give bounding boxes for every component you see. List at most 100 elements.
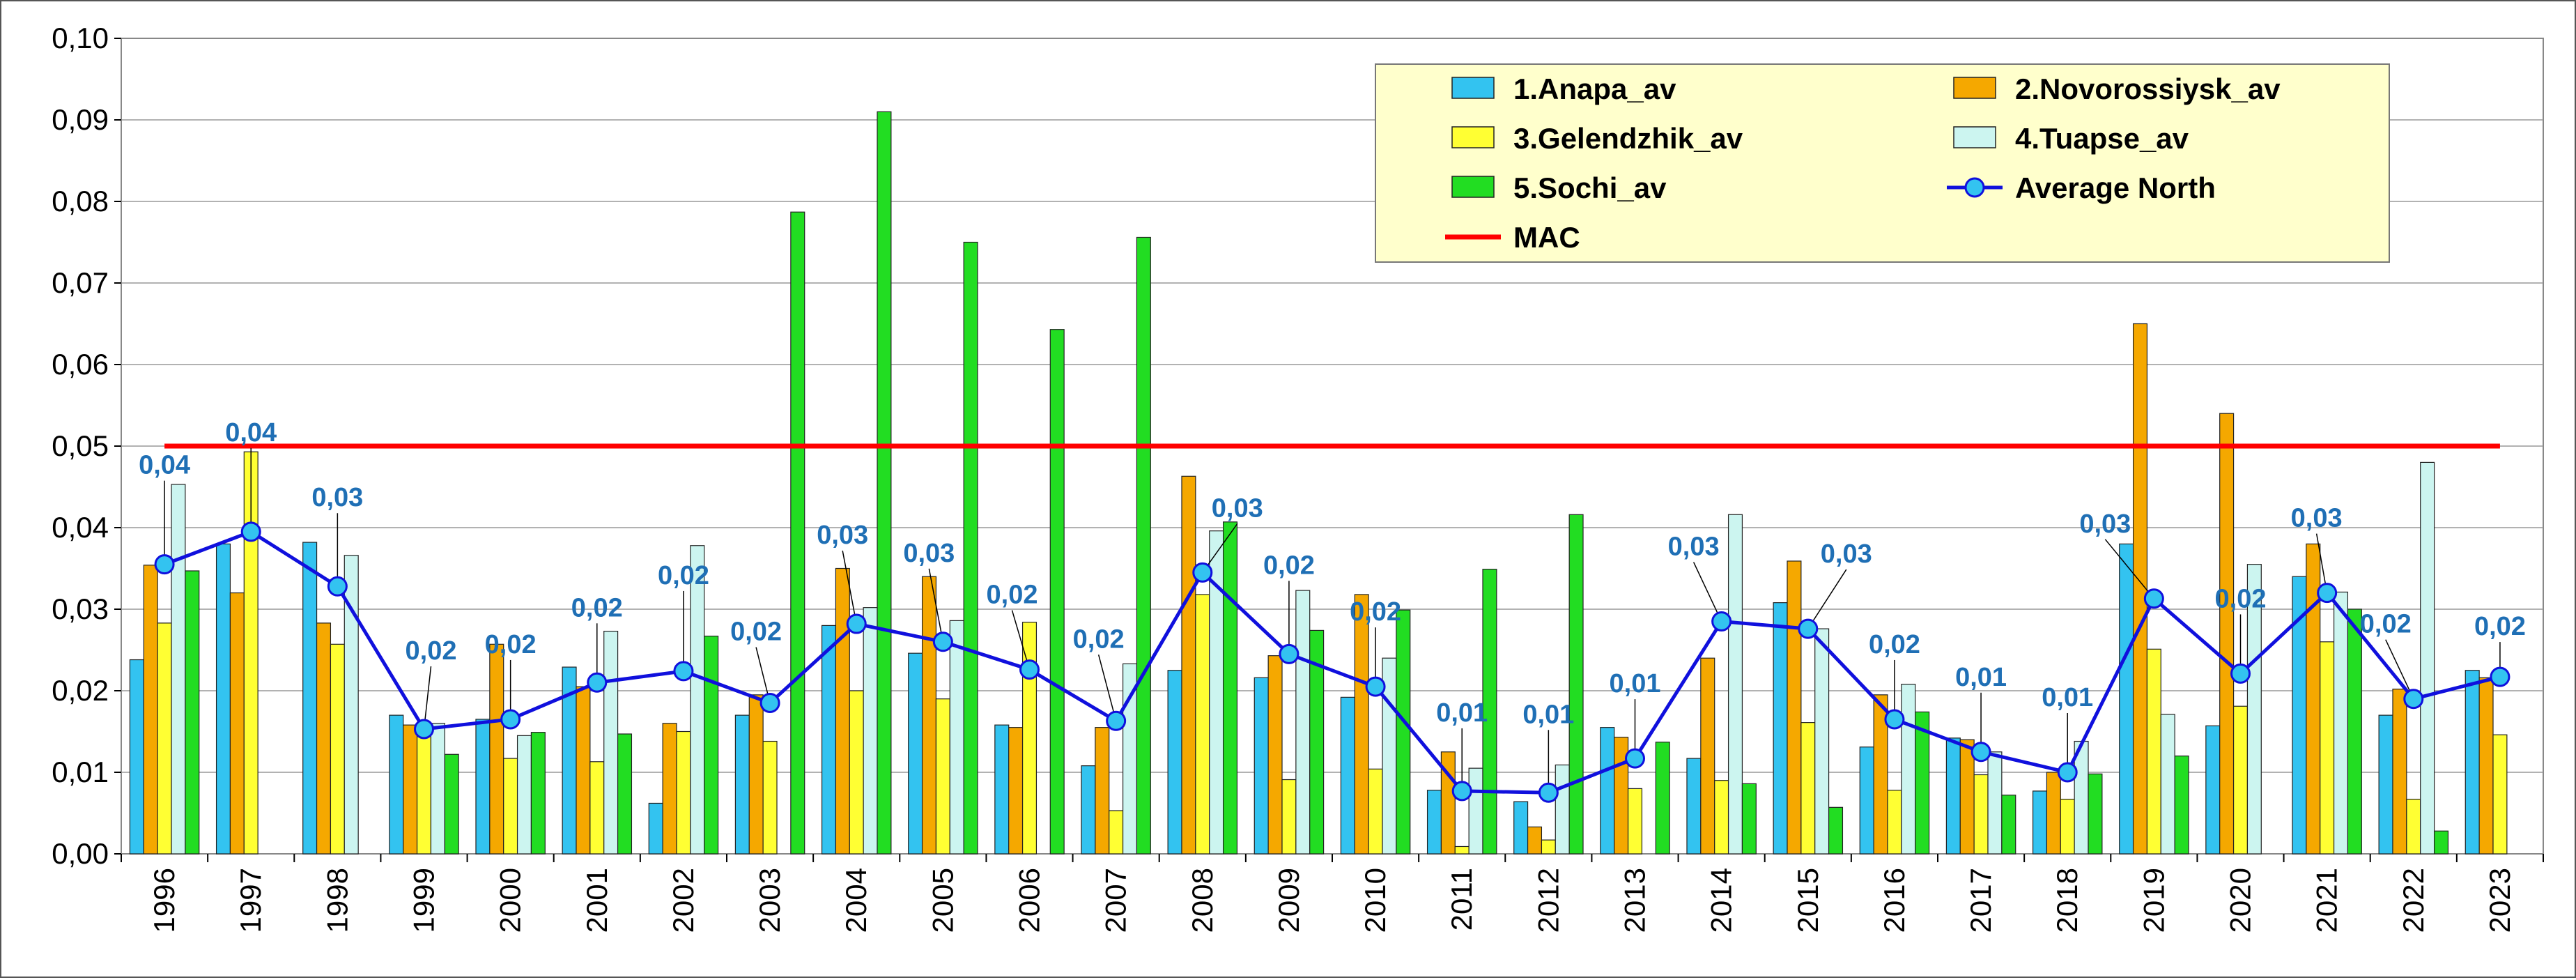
bar — [229, 592, 245, 855]
x-tick-label: 2009 — [1272, 868, 1305, 933]
bar — [1873, 694, 1888, 855]
data-label: 0,03 — [2079, 510, 2131, 539]
data-label: 0,02 — [2215, 584, 2267, 613]
bar — [1714, 780, 1729, 855]
bar — [2160, 714, 2175, 855]
legend-label: 5.Sochi_av — [1513, 171, 1667, 204]
bar — [129, 659, 144, 855]
x-tick-label: 2007 — [1100, 868, 1132, 933]
legend-box — [1375, 63, 2390, 263]
bar — [790, 211, 805, 855]
bar — [1727, 514, 1743, 855]
data-label: 0,04 — [139, 451, 190, 480]
label-leader — [2385, 639, 2414, 700]
bar — [2420, 461, 2435, 855]
bar — [1800, 722, 1816, 855]
bar — [1136, 236, 1151, 855]
label-leader — [1011, 610, 1031, 670]
x-tick-label: 2006 — [1013, 868, 1046, 933]
legend-label: 2.Novorossiysk_av — [2015, 72, 2281, 105]
bar — [821, 625, 837, 855]
x-tick-label: 2004 — [840, 868, 872, 933]
bar — [389, 714, 404, 855]
bar — [1527, 826, 1543, 855]
bar — [1700, 657, 1715, 855]
data-label: 0,02 — [1073, 625, 1125, 654]
bar — [1254, 677, 1269, 855]
bar — [1454, 845, 1470, 855]
bar — [835, 567, 850, 855]
average-marker — [2143, 588, 2164, 609]
y-tick-label: 0,00 — [52, 837, 109, 870]
average-marker — [1279, 643, 1299, 664]
bar — [1426, 790, 1442, 855]
label-leader — [2104, 539, 2154, 599]
y-tick-label: 0,09 — [52, 103, 109, 136]
x-tick-label: 2000 — [494, 868, 527, 933]
bar — [316, 622, 332, 855]
bar — [1468, 767, 1483, 855]
legend-label: Average North — [2015, 171, 2216, 204]
bar — [1787, 560, 1802, 855]
bar — [849, 690, 864, 855]
data-label: 0,03 — [1212, 493, 1263, 523]
bar — [344, 555, 359, 855]
bar — [2174, 755, 2189, 855]
bar — [704, 636, 719, 855]
legend-label: 1.Anapa_av — [1513, 72, 1676, 105]
data-label: 0,01 — [1955, 663, 2007, 692]
data-label: 0,02 — [571, 593, 623, 622]
x-tick-label: 2011 — [1445, 868, 1478, 931]
x-tick-label: 2019 — [2137, 868, 2170, 933]
bar — [1945, 737, 1961, 855]
data-label: 0,03 — [1821, 539, 1872, 569]
bar — [403, 724, 418, 855]
bar — [762, 740, 778, 855]
data-label: 0,02 — [406, 636, 457, 666]
x-tick-label: 2010 — [1359, 868, 1391, 933]
bar — [2246, 564, 2262, 855]
bar — [1600, 727, 1615, 855]
average-marker — [1019, 659, 1040, 680]
legend-swatch — [1451, 77, 1495, 99]
bar — [2465, 670, 2480, 855]
average-marker — [846, 613, 867, 634]
label-leader — [1692, 562, 1722, 622]
label-leader — [928, 568, 944, 642]
bar — [1049, 329, 1065, 855]
bar — [748, 694, 764, 855]
bar — [935, 698, 950, 855]
bar — [2232, 705, 2249, 855]
data-label: 0,02 — [485, 630, 537, 659]
x-tick-label: 2023 — [2483, 868, 2516, 933]
average-marker — [154, 554, 175, 575]
x-tick-label: 2018 — [2051, 868, 2083, 933]
bar — [444, 753, 459, 855]
bar — [1122, 663, 1138, 855]
bar — [1741, 783, 1757, 855]
bar — [2219, 413, 2235, 855]
bar — [1959, 739, 1975, 855]
bar — [1354, 594, 1369, 855]
x-tick-label: 2020 — [2224, 868, 2257, 933]
bar — [475, 719, 491, 855]
bar — [921, 576, 937, 855]
bar — [1267, 655, 1283, 855]
y-tick-label: 0,02 — [52, 674, 109, 707]
data-label: 0,03 — [2291, 504, 2343, 533]
bar — [430, 723, 445, 855]
x-tick-label: 1999 — [408, 868, 440, 933]
data-label: 0,02 — [1350, 597, 1401, 627]
x-tick-label: 2016 — [1878, 868, 1911, 933]
x-tick-label: 2001 — [580, 868, 613, 933]
bar — [1340, 696, 1355, 855]
average-marker — [2057, 762, 2078, 783]
bar — [2046, 772, 2061, 855]
bar — [2492, 734, 2508, 855]
bar — [648, 802, 663, 855]
x-tick-label: 2008 — [1186, 868, 1219, 933]
bar — [676, 730, 691, 855]
average-marker — [327, 576, 348, 597]
bar — [215, 543, 231, 855]
bar — [416, 725, 432, 855]
